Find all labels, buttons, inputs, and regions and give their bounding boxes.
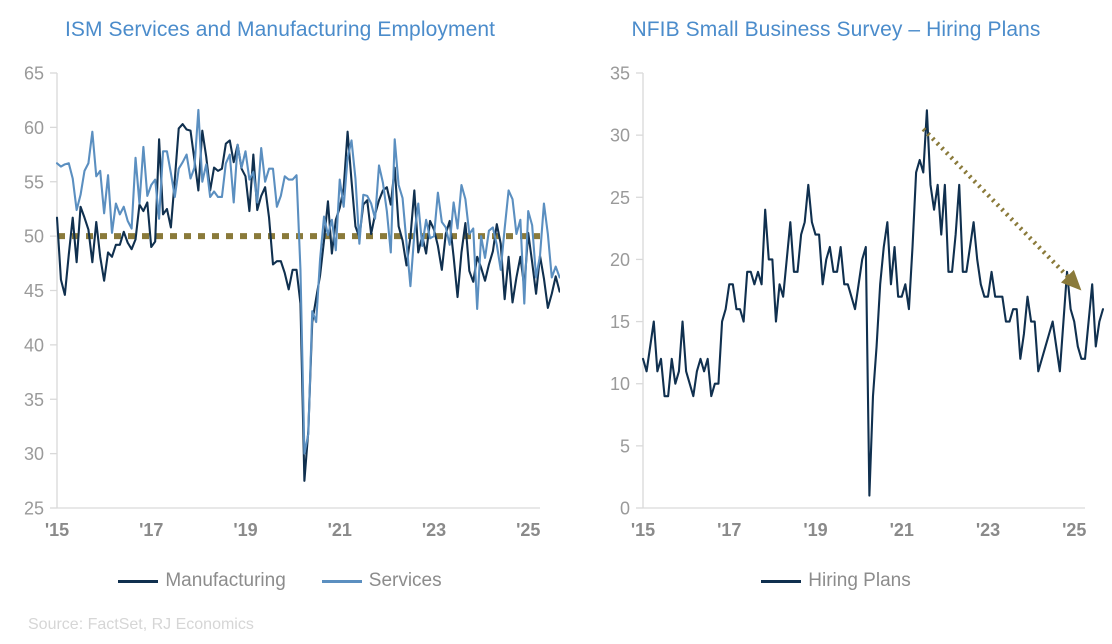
ism-employment-plot: 25 30 35 40 45 50 55 60 65 '15 '17 '19 '21 '23 '25 xyxy=(24,64,560,540)
x-axis-tick-label: '15 xyxy=(631,520,655,540)
x-axis-tick-label: '15 xyxy=(45,520,69,540)
ism-legend: Manufacturing Services xyxy=(0,570,560,592)
y-axis-tick-label: 0 xyxy=(620,499,630,519)
y-axis-tick-label: 10 xyxy=(610,374,630,394)
y-axis-tick-label: 60 xyxy=(24,118,44,138)
x-axis-tick-label: '17 xyxy=(717,520,741,540)
y-axis-tick-label: 20 xyxy=(610,250,630,270)
legend-label-hiring-plans: Hiring Plans xyxy=(808,570,911,591)
nfib-legend: Hiring Plans xyxy=(560,570,1112,592)
legend-label-manufacturing: Manufacturing xyxy=(165,570,286,591)
downtrend-arrow xyxy=(921,127,1082,291)
x-axis-tick-label: '17 xyxy=(139,520,163,540)
legend-swatch-services xyxy=(321,579,362,583)
y-axis-tick-label: 15 xyxy=(610,312,630,332)
y-axis-tick-label: 50 xyxy=(24,227,44,247)
x-axis-tick-label: '19 xyxy=(233,520,257,540)
y-axis-tick-label: 45 xyxy=(24,281,44,301)
y-axis-tick-label: 25 xyxy=(610,188,630,208)
y-axis-tick-label: 65 xyxy=(24,64,44,84)
legend-item-services[interactable]: Services xyxy=(321,570,442,592)
series-line-services xyxy=(55,108,560,455)
legend-swatch-hiring-plans xyxy=(761,579,802,583)
y-axis-tick-label: 40 xyxy=(24,335,44,355)
y-axis-tick-label: 25 xyxy=(24,499,44,519)
legend-item-manufacturing[interactable]: Manufacturing xyxy=(118,570,286,592)
x-axis-tick-label: '21 xyxy=(328,520,352,540)
nfib-chart-title: NFIB Small Business Survey – Hiring Plan… xyxy=(631,18,1041,41)
y-axis-tick-label: 5 xyxy=(620,436,630,456)
ism-chart-title: ISM Services and Manufacturing Employmen… xyxy=(64,18,496,41)
y-axis-tick-label: 55 xyxy=(24,172,44,192)
x-axis-tick-label: '25 xyxy=(516,520,540,540)
legend-swatch-manufacturing xyxy=(118,579,159,583)
x-axis-tick-label: '23 xyxy=(976,520,1000,540)
y-axis-tick-label: 35 xyxy=(24,390,44,410)
x-axis-tick-label: '25 xyxy=(1062,520,1086,540)
nfib-hiring-plans-plot: 0 5 10 15 20 25 30 35 '15 '17 '19 '21 '23 '25 xyxy=(610,64,1105,540)
series-line-hiring-plans xyxy=(641,109,1105,497)
ism-employment-panel: ISM Services and Manufacturing Employmen… xyxy=(0,18,560,633)
legend-item-hiring-plans[interactable]: Hiring Plans xyxy=(761,570,911,592)
x-axis-tick-label: '23 xyxy=(422,520,446,540)
legend-label-services: Services xyxy=(368,570,442,591)
source-note: Source: FactSet, RJ Economics xyxy=(28,616,254,633)
nfib-hiring-plans-panel: NFIB Small Business Survey – Hiring Plan… xyxy=(560,0,1112,644)
x-axis-tick-label: '21 xyxy=(890,520,914,540)
y-axis-tick-label: 35 xyxy=(610,64,630,84)
x-axis-tick-label: '19 xyxy=(803,520,827,540)
y-axis-tick-label: 30 xyxy=(24,444,44,464)
y-axis-tick-label: 30 xyxy=(610,126,630,146)
